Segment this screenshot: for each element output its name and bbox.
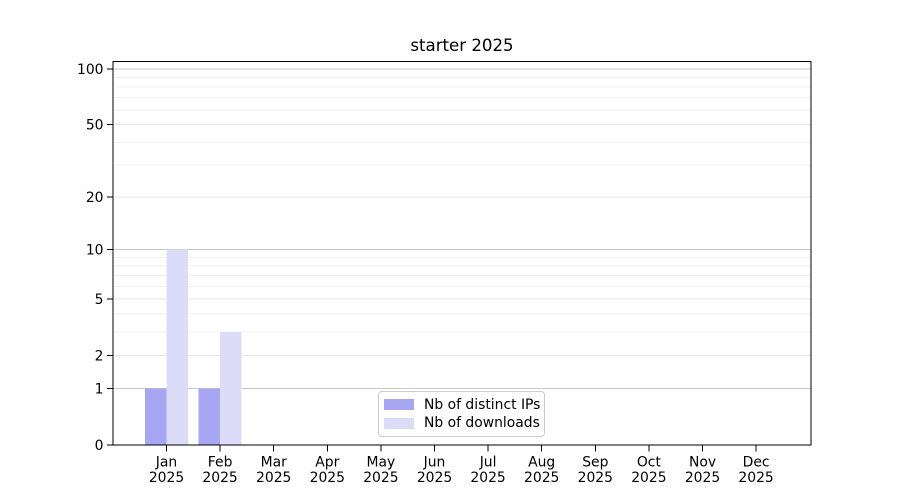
x-tick-label-may: May <box>367 455 396 471</box>
x-tick-label-jun-year: 2025 <box>417 470 452 486</box>
x-tick-label-sep: Sep <box>582 455 608 471</box>
legend: Nb of distinct IPs Nb of downloads <box>378 391 545 437</box>
x-tick-label-oct: Oct <box>637 455 662 471</box>
legend-item-distinct-ips: Nb of distinct IPs <box>384 396 541 413</box>
chart-title: starter 2025 <box>410 36 514 55</box>
bar-distinct-ips-feb <box>198 388 221 445</box>
x-tick-label-sep-year: 2025 <box>578 470 613 486</box>
bar-downloads-jan <box>166 249 188 445</box>
x-tick-label-jan-year: 2025 <box>149 470 184 486</box>
x-tick-label-mar: Mar <box>261 455 287 471</box>
x-tick-label-oct-year: 2025 <box>631 470 666 486</box>
x-tick-label-aug-year: 2025 <box>524 470 559 486</box>
bar-distinct-ips-jan <box>145 388 167 445</box>
y-tick-label-20: 20 <box>86 190 104 206</box>
x-tick-label-jun: Jun <box>423 455 446 471</box>
x-tick-label-nov: Nov <box>689 455 716 471</box>
legend-label-downloads: Nb of downloads <box>424 415 540 432</box>
x-tick-label-dec-year: 2025 <box>738 470 773 486</box>
x-tick-label-jul-year: 2025 <box>470 470 505 486</box>
y-tick-label-100: 100 <box>77 62 104 78</box>
legend-swatch-distinct-ips <box>384 399 414 411</box>
x-tick-label-jan: Jan <box>155 455 177 471</box>
x-tick-label-feb-year: 2025 <box>202 470 237 486</box>
legend-swatch-downloads <box>384 417 414 429</box>
x-tick-label-nov-year: 2025 <box>685 470 720 486</box>
x-tick-label-mar-year: 2025 <box>256 470 291 486</box>
x-tick-label-feb: Feb <box>208 455 233 471</box>
legend-label-distinct-ips: Nb of distinct IPs <box>424 396 541 413</box>
y-tick-label-10: 10 <box>86 242 104 258</box>
x-tick-label-jul: Jul <box>479 455 497 471</box>
y-tick-label-5: 5 <box>95 292 104 308</box>
y-tick-label-2: 2 <box>95 348 104 364</box>
axes-spines <box>112 61 812 446</box>
y-tick-label-0: 0 <box>95 438 104 454</box>
y-tick-label-50: 50 <box>86 117 104 133</box>
legend-item-downloads: Nb of downloads <box>384 415 540 432</box>
x-tick-label-apr-year: 2025 <box>310 470 345 486</box>
y-tick-label-1: 1 <box>95 381 104 397</box>
x-tick-label-may-year: 2025 <box>363 470 398 486</box>
bar-downloads-feb <box>220 332 242 445</box>
x-tick-label-apr: Apr <box>315 455 339 471</box>
x-tick-label-dec: Dec <box>743 455 770 471</box>
x-tick-label-aug: Aug <box>528 455 555 471</box>
